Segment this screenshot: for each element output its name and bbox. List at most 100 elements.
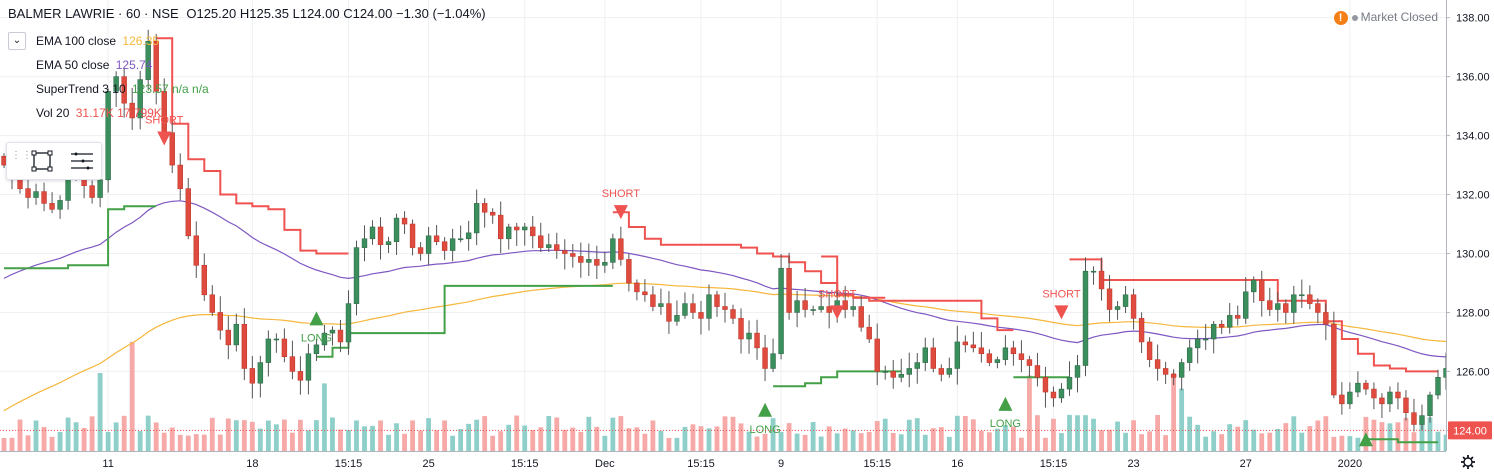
volume-bar — [1227, 424, 1233, 451]
candle-body — [1002, 347, 1009, 360]
candle-body — [650, 294, 656, 307]
volume-bar — [273, 424, 279, 451]
candle-body — [369, 226, 376, 240]
volume-bar — [682, 426, 688, 451]
candle-body — [113, 76, 119, 92]
volume-bar — [538, 427, 544, 451]
volume-bar — [241, 420, 247, 451]
candle-body — [297, 371, 304, 381]
candle-body — [1283, 303, 1289, 313]
candle-body — [1435, 377, 1441, 396]
time-axis-bg — [0, 451, 1494, 474]
volume-bar — [1035, 415, 1040, 451]
volume-bar — [402, 433, 407, 451]
volume-bar — [1243, 420, 1249, 451]
candle-body — [1235, 315, 1241, 319]
legend-volume[interactable]: Vol 20 31.17K 17.799K — [36, 106, 162, 120]
volume-bar — [330, 417, 335, 451]
volume-bar — [145, 415, 151, 451]
last-price-badge — [1448, 421, 1492, 440]
market-status[interactable]: ! Market Closed — [1333, 10, 1438, 25]
volume-bar — [1043, 437, 1048, 451]
candle-body — [922, 347, 928, 363]
candle-body — [465, 232, 472, 240]
candle-body — [882, 371, 888, 373]
price-axis[interactable]: 124.00 126.00 128.00 130.00 132.00 134.00 136.… — [1446, 0, 1494, 474]
candle-body — [57, 200, 63, 210]
volume-bar — [882, 418, 888, 451]
time-axis[interactable]: 11 18 15:15 25 15:15 Dec 15:15 9 15:15 16 15:15 23 2… — [0, 451, 1494, 474]
gear-icon-tooth — [1462, 464, 1466, 468]
candle-body — [906, 368, 912, 375]
candle-body — [514, 226, 520, 231]
volume-bar — [49, 436, 55, 451]
candle-body — [1042, 377, 1049, 393]
volume-bar — [546, 415, 552, 451]
legend-ema100[interactable]: EMA 100 close 126.35 — [36, 34, 159, 48]
candle-body — [337, 329, 344, 343]
volume-bars — [1, 341, 1481, 451]
volume-bar — [265, 420, 271, 451]
volume-bar — [338, 429, 343, 451]
volume-bar — [618, 416, 624, 451]
volume-bar — [554, 417, 560, 451]
candle-body — [1010, 347, 1017, 355]
candle-body — [1339, 394, 1345, 405]
volume-bar — [1379, 422, 1385, 451]
chevron-down-icon: ⌄ — [12, 35, 22, 46]
candle-body — [473, 203, 480, 234]
candle-body — [642, 291, 648, 296]
candle-body — [554, 244, 560, 251]
legend-ema50[interactable]: EMA 50 close 125.74 — [36, 58, 152, 72]
drawing-toolbar[interactable]: ⋮⋮ — [6, 142, 102, 180]
rectangle-tool-icon[interactable] — [31, 150, 53, 172]
volume-bar — [738, 423, 744, 451]
volume-bar — [762, 433, 768, 451]
short-signal-label: SHORT — [1042, 288, 1081, 300]
candle-body — [738, 318, 744, 340]
candle-body — [105, 91, 111, 181]
chart-grid — [0, 0, 1446, 451]
volume-bar — [378, 420, 383, 451]
candle-body — [89, 185, 95, 198]
candle-body — [986, 353, 993, 363]
legend-collapse-button[interactable]: ⌄ — [8, 32, 26, 50]
long-signal-label: LONG — [749, 424, 780, 436]
symbol-title[interactable]: BALMER LAWRIE · 60 · NSE — [8, 6, 179, 21]
candle-body — [1090, 270, 1097, 273]
volume-bar — [362, 426, 367, 451]
chart-header: BALMER LAWRIE · 60 · NSE O125.20 H125.35… — [8, 6, 486, 21]
candle-body — [201, 264, 207, 296]
legend-supertrend[interactable]: SuperTrend 3 10 123.57 n/a n/a — [36, 82, 209, 96]
volume-bar — [1419, 416, 1425, 451]
candle-body — [698, 312, 704, 319]
volume-bar — [281, 419, 287, 451]
candle-body — [522, 226, 528, 231]
volume-bar — [177, 434, 183, 451]
volume-bar — [706, 428, 712, 451]
gear-icon[interactable] — [1461, 455, 1475, 469]
price-tick-label: 126.00 — [1456, 366, 1490, 378]
volume-bar — [1203, 436, 1209, 451]
long-signal-marker — [998, 396, 1013, 411]
drag-handle-icon[interactable]: ⋮⋮ — [11, 150, 33, 161]
volume-bar — [201, 434, 207, 451]
volume-bar — [25, 435, 31, 451]
last-price-label: 124.00 — [1453, 425, 1487, 437]
time-tick-label: 15:15 — [863, 458, 891, 470]
volume-bar — [217, 434, 223, 451]
legend-name: Vol 20 — [36, 106, 70, 120]
candle-body — [754, 332, 760, 349]
supertrend-bearish-line — [1069, 258, 1438, 373]
volume-bar — [730, 416, 736, 451]
volume-bar — [1235, 426, 1241, 451]
volume-bar — [322, 383, 327, 451]
candle-body — [1050, 391, 1057, 399]
candle-body — [578, 256, 584, 263]
volume-bar — [1339, 435, 1345, 451]
candle-body — [826, 306, 832, 313]
volume-bar — [426, 418, 431, 451]
hamburger-menu-icon[interactable] — [69, 150, 95, 172]
supertrend-signals: SHORTLONGSHORTLONGSHORTLONGSHORTLONG — [145, 114, 1381, 465]
